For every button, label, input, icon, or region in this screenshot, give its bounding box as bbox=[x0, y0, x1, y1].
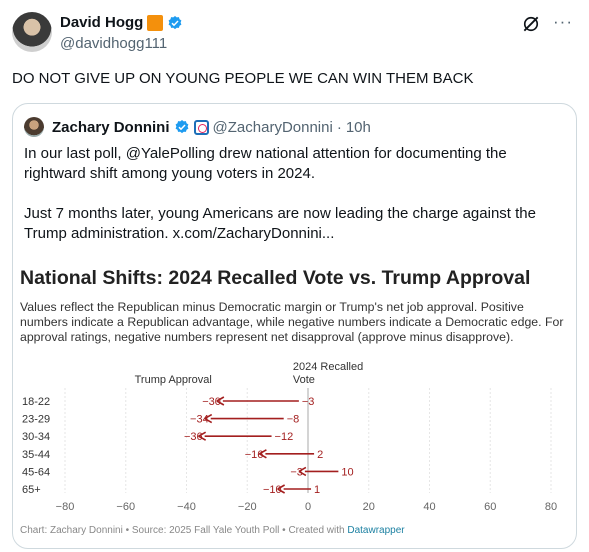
x-tick-label: 80 bbox=[545, 501, 557, 513]
approval-value-label: −16 bbox=[245, 449, 264, 461]
author-name[interactable]: David Hogg bbox=[60, 14, 144, 31]
approval-value-label: −34 bbox=[190, 414, 209, 426]
chart-title: National Shifts: 2024 Recalled Vote vs. … bbox=[20, 267, 531, 289]
quote-paragraph-1: In our last poll, @YalePolling drew nati… bbox=[24, 145, 507, 182]
category-label: 35-44 bbox=[22, 449, 50, 461]
shift-arrowhead bbox=[277, 484, 286, 494]
chart-credit: Chart: Zachary Donnini • Source: 2025 Fa… bbox=[20, 525, 405, 536]
verified-badge-icon bbox=[168, 15, 182, 29]
quote-paragraph-2: Just 7 months later, young Americans are… bbox=[24, 205, 536, 242]
quote-timestamp[interactable]: 10h bbox=[345, 118, 371, 136]
shift-arrowhead bbox=[216, 396, 225, 406]
shift-arrowhead bbox=[204, 413, 213, 424]
category-label: 23-29 bbox=[22, 414, 50, 426]
affiliation-badge-icon bbox=[193, 119, 209, 135]
credit-text: Chart: Zachary Donnini • Source: 2025 Fa… bbox=[20, 525, 348, 536]
author-handle[interactable]: @davidhogg111 bbox=[60, 35, 168, 52]
quote-body: In our last poll, @YalePolling drew nati… bbox=[24, 144, 564, 264]
orange-square-icon bbox=[147, 14, 164, 31]
vote-value-label: 2 bbox=[317, 449, 323, 461]
quote-author-avatar[interactable] bbox=[24, 117, 44, 137]
x-tick-label: 60 bbox=[484, 501, 496, 513]
vote-value-label: 1 bbox=[314, 484, 320, 496]
approval-value-label: −36 bbox=[184, 431, 203, 443]
separator-dot: · bbox=[336, 118, 342, 136]
x-tick-label: −60 bbox=[116, 501, 135, 513]
vote-value-label: −3 bbox=[302, 396, 315, 408]
series-label-approval: Trump Approval bbox=[135, 374, 212, 386]
chart-description: Values reflect the Republican minus Demo… bbox=[20, 300, 564, 344]
category-label: 65+ bbox=[22, 484, 41, 496]
approval-value-label: −10 bbox=[263, 484, 282, 496]
x-tick-label: −20 bbox=[238, 501, 257, 513]
category-label: 18-22 bbox=[22, 396, 50, 408]
category-label: 30-34 bbox=[22, 431, 50, 443]
category-label: 45-64 bbox=[22, 466, 50, 478]
vote-value-label: 10 bbox=[341, 466, 353, 478]
series-label-vote-line1: 2024 Recalled bbox=[293, 361, 363, 373]
x-tick-label: −80 bbox=[56, 501, 75, 513]
verified-badge-icon bbox=[175, 120, 188, 134]
datawrapper-link[interactable]: Datawrapper bbox=[347, 525, 405, 536]
grok-icon[interactable] bbox=[521, 14, 541, 34]
x-tick-label: 40 bbox=[423, 501, 435, 513]
vote-value-label: −8 bbox=[287, 414, 300, 426]
approval-value-label: −3 bbox=[290, 466, 303, 478]
quote-author-handle[interactable]: @ZacharyDonnini bbox=[212, 118, 333, 136]
tweet-header: David Hogg @davidhogg111 ··· bbox=[12, 10, 577, 58]
series-label-vote-line2: Vote bbox=[293, 374, 315, 386]
shift-arrowhead bbox=[198, 431, 207, 441]
x-tick-label: 0 bbox=[305, 501, 311, 513]
quoted-tweet[interactable]: Zachary Donnini @ZacharyDonnini · 10h In… bbox=[12, 103, 577, 549]
more-options-icon[interactable]: ··· bbox=[553, 12, 573, 31]
shift-arrowhead bbox=[259, 449, 267, 459]
shift-arrowhead bbox=[298, 466, 307, 477]
x-tick-label: 20 bbox=[363, 501, 375, 513]
tweet-text: DO NOT GIVE UP ON YOUNG PEOPLE WE CAN WI… bbox=[12, 70, 474, 87]
vote-value-label: −12 bbox=[275, 431, 294, 443]
author-avatar[interactable] bbox=[12, 12, 52, 52]
quote-author-name[interactable]: Zachary Donnini bbox=[52, 118, 170, 136]
quote-header: Zachary Donnini @ZacharyDonnini · 10h bbox=[24, 117, 371, 137]
chart-plot: −80 −60 −40 −20 0 20 40 60 80 Trump Approval 2024 … bbox=[22, 361, 557, 513]
author-name-row: David Hogg bbox=[60, 14, 183, 31]
approval-value-label: −30 bbox=[202, 396, 221, 408]
x-tick-label: −40 bbox=[177, 501, 196, 513]
